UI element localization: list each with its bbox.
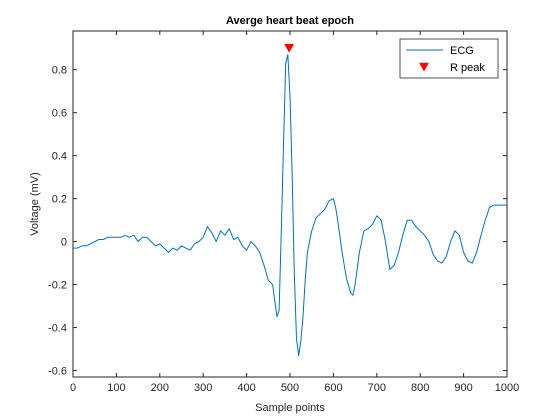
y-tick-label: 0.2 <box>52 194 67 206</box>
x-tick-label: 900 <box>454 382 472 394</box>
x-tick-label: 100 <box>107 382 125 394</box>
x-tick-label: 400 <box>237 382 255 394</box>
series-layer <box>73 43 507 356</box>
r-peak-marker <box>284 43 295 53</box>
x-tick-label: 200 <box>151 382 169 394</box>
legend: ECG R peak <box>399 38 499 79</box>
y-tick-label: 0 <box>61 237 67 249</box>
y-tick-label: 0.6 <box>52 108 67 120</box>
legend-ecg-label: ECG <box>450 45 474 57</box>
y-tick-label: -0.4 <box>48 323 67 335</box>
x-tick-label: 700 <box>368 382 386 394</box>
x-tick-label: 600 <box>324 382 342 394</box>
plot-area <box>72 30 508 378</box>
x-axis: 0 100 200 300 400 500 600 700 800 900 1000 <box>70 31 519 394</box>
x-tick-label: 0 <box>70 382 76 394</box>
y-tick-label: 0.4 <box>52 151 67 163</box>
y-tick-label: -0.2 <box>48 280 67 292</box>
x-axis-label: Sample points <box>255 402 325 414</box>
x-tick-label: 500 <box>281 382 299 394</box>
chart-title: Averge heart beat epoch <box>226 15 354 27</box>
legend-box <box>399 38 499 79</box>
x-tick-label: 800 <box>411 382 429 394</box>
x-tick-label: 1000 <box>495 382 519 394</box>
ecg-line <box>73 54 507 356</box>
legend-rpeak-marker <box>419 62 429 72</box>
y-axis-label: Voltage (mV) <box>29 172 41 236</box>
x-tick-label: 300 <box>194 382 212 394</box>
y-axis: -0.6 -0.4 -0.2 0 0.2 0.4 0.6 0.8 <box>48 65 507 378</box>
legend-rpeak-label: R peak <box>450 62 485 74</box>
y-tick-label: 0.8 <box>52 65 67 77</box>
y-tick-label: -0.6 <box>48 366 67 378</box>
